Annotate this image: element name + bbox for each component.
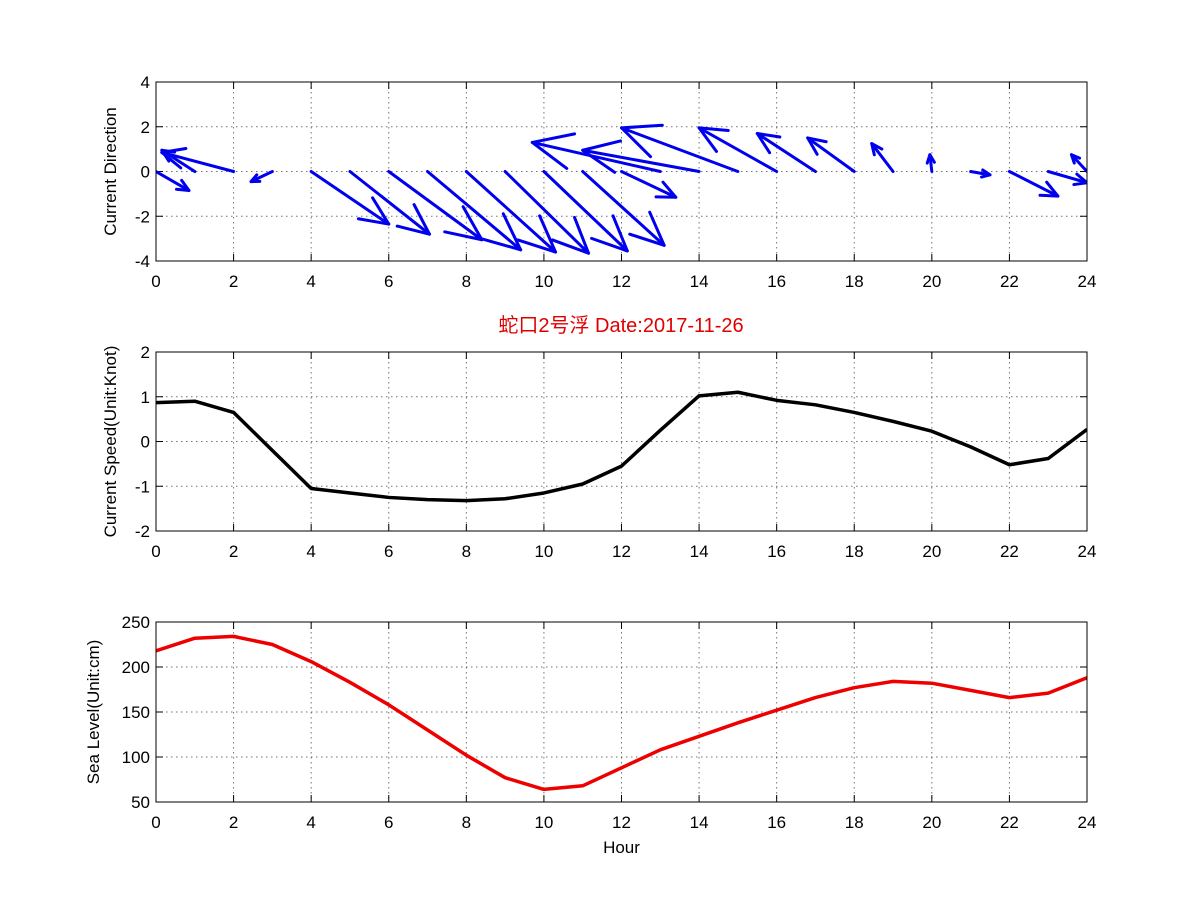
direction-xtick-label: 20: [922, 272, 941, 291]
current-arrow: [581, 139, 701, 174]
current-arrow: [969, 168, 992, 179]
speed-ytick-label: 1: [141, 388, 150, 407]
sealevel-ytick-label: 100: [122, 748, 150, 767]
speed-axes-frame: [155, 351, 1088, 532]
current-arrow: [309, 170, 391, 226]
speed-xtick-label: 8: [462, 542, 471, 561]
sealevel-xtick-label: 20: [922, 813, 941, 832]
direction-xtick-label: 18: [845, 272, 864, 291]
speed-xtick-label: 2: [229, 542, 238, 561]
direction-xtick-label: 8: [462, 272, 471, 291]
direction-series: [156, 123, 1087, 255]
speed-xtick-label: 22: [1000, 542, 1019, 561]
sealevel-line: [156, 634, 1087, 792]
speed-ytick-label: 0: [141, 433, 150, 452]
sealevel-ytick-label: 200: [122, 658, 150, 677]
sealevel-axes-frame: [155, 621, 1088, 803]
speed-xtick-label: 4: [306, 542, 315, 561]
speed-xtick-label: 20: [922, 542, 941, 561]
sealevel-xtick-label: 24: [1078, 813, 1097, 832]
current-arrow: [156, 170, 191, 193]
sealevel-ytick-label: 150: [122, 703, 150, 722]
sealevel-xtick-label: 8: [462, 813, 471, 832]
speed-line: [156, 390, 1087, 503]
current-arrow: [542, 170, 629, 253]
direction-xtick-label: 10: [534, 272, 553, 291]
sealevel-xtick-label: 10: [534, 813, 553, 832]
speed-xtick-label: 16: [767, 542, 786, 561]
current-arrow: [530, 132, 662, 173]
figure-title: 蛇口2号浮 Date:2017-11-26: [498, 314, 743, 337]
current-arrow: [581, 170, 666, 247]
direction-xtick-label: 12: [612, 272, 631, 291]
sealevel-xlabel: Hour: [603, 838, 640, 857]
current-arrow: [1046, 170, 1087, 187]
direction-xtick-label: 24: [1078, 272, 1097, 291]
speed-xtick-label: 14: [690, 542, 709, 561]
current-arrow: [1007, 170, 1060, 198]
sealevel-ytick-label: 250: [122, 613, 150, 632]
speed-ylabel: Current Speed(Unit:Knot): [101, 346, 120, 538]
current-arrow: [697, 126, 779, 173]
direction-xtick-label: 0: [151, 272, 160, 291]
direction-ylabel: Current Direction: [101, 107, 120, 236]
direction-ytick-label: 4: [141, 73, 150, 92]
direction-xtick-label: 22: [1000, 272, 1019, 291]
current-arrow: [620, 123, 740, 173]
speed-ytick-label: -1: [135, 477, 150, 496]
sealevel-ylabel: Sea Level(Unit:cm): [84, 640, 103, 785]
current-arrow: [249, 170, 274, 184]
current-arrow: [1069, 153, 1087, 173]
current-arrow: [925, 153, 936, 173]
current-arrow: [426, 170, 523, 252]
direction-ytick-label: -4: [135, 252, 150, 271]
sealevel-xtick-label: 0: [151, 813, 160, 832]
speed-xtick-label: 6: [384, 542, 393, 561]
current-arrow: [464, 170, 558, 254]
speed-xtick-label: 0: [151, 542, 160, 561]
sealevel-xtick-label: 6: [384, 813, 393, 832]
direction-xtick-label: 14: [690, 272, 709, 291]
current-arrow: [870, 142, 895, 173]
sealevel-xtick-label: 14: [690, 813, 709, 832]
speed-series: [156, 390, 1087, 503]
direction-ytick-label: -2: [135, 207, 150, 226]
current-arrow: [806, 136, 856, 173]
sealevel-xtick-label: 22: [1000, 813, 1019, 832]
speed-ytick-label: 2: [141, 343, 150, 362]
direction-xtick-label: 4: [306, 272, 315, 291]
current-arrow: [348, 170, 431, 236]
direction-xtick-label: 16: [767, 272, 786, 291]
sealevel-xtick-label: 18: [845, 813, 864, 832]
current-arrow: [503, 170, 591, 255]
current-arrow: [160, 146, 236, 173]
sealevel-series: [156, 634, 1087, 792]
speed-xtick-label: 18: [845, 542, 864, 561]
current-arrow: [620, 170, 678, 199]
sealevel-xtick-label: 2: [229, 813, 238, 832]
direction-ytick-label: 0: [141, 163, 150, 182]
speed-xtick-label: 10: [534, 542, 553, 561]
sealevel-xtick-label: 4: [306, 813, 315, 832]
speed-xtick-label: 24: [1078, 542, 1097, 561]
sealevel-ytick-label: 50: [131, 793, 150, 812]
current-arrow: [755, 131, 817, 173]
direction-xtick-label: 2: [229, 272, 238, 291]
direction-axes-frame: [155, 81, 1088, 262]
speed-ytick-label: -2: [135, 522, 150, 541]
sealevel-xtick-label: 12: [612, 813, 631, 832]
sealevel-xtick-label: 16: [767, 813, 786, 832]
direction-ytick-label: 2: [141, 118, 150, 137]
direction-xtick-label: 6: [384, 272, 393, 291]
speed-xtick-label: 12: [612, 542, 631, 561]
